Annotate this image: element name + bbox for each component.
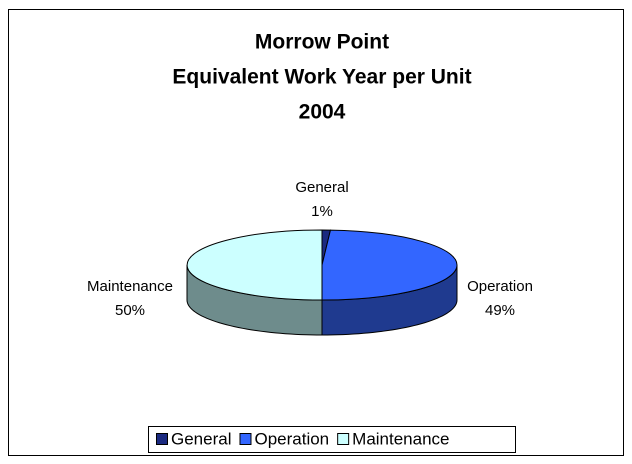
legend-label: Operation	[254, 429, 329, 448]
chart-title: Equivalent Work Year per Unit	[172, 66, 471, 89]
slice	[186, 229, 323, 301]
legend-swatch	[239, 433, 252, 445]
legend-label: General	[171, 429, 231, 448]
data-labels: General 1% Operation 49% Maintenance 50%	[87, 179, 533, 319]
legend-swatch	[337, 433, 350, 445]
data-label-name: Maintenance	[87, 278, 173, 295]
data-label-name: Operation	[467, 278, 533, 295]
legend-label: Maintenance	[352, 429, 449, 448]
chart-title: Morrow Point	[255, 31, 389, 54]
slice	[321, 229, 458, 301]
pie-tops	[186, 229, 458, 301]
data-label-value: 49%	[485, 302, 515, 319]
legend-box	[148, 426, 516, 453]
data-label-value: 1%	[311, 203, 333, 220]
legend-swatch	[156, 433, 168, 445]
chart-title: 2004	[299, 101, 346, 124]
data-label-value: 50%	[115, 302, 145, 319]
legend: General Operation Maintenance	[156, 429, 450, 448]
data-label-name: General	[295, 179, 348, 196]
